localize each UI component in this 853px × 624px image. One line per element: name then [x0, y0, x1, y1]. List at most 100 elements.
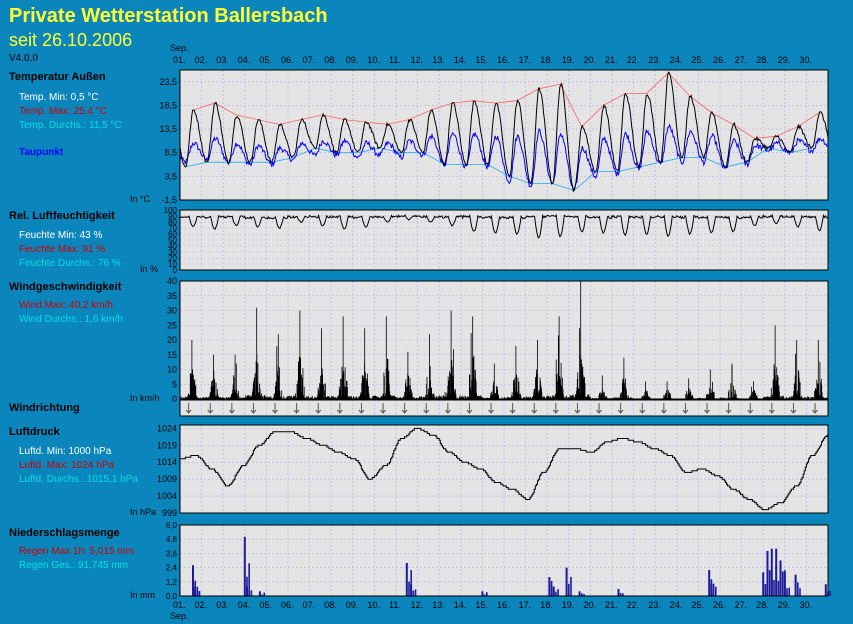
rain-y-tick-label: 2,4 [166, 564, 178, 573]
rain-bar [557, 589, 559, 596]
day-label-top: 02. [195, 55, 208, 65]
rain-bar [617, 588, 620, 596]
day-label-top: 17. [519, 55, 532, 65]
wind-y-tick-label: 10 [167, 365, 177, 375]
day-label-top: 07. [303, 55, 316, 65]
wind-avg-stat: Wind Durchs.: 1,6 km/h [19, 314, 123, 325]
day-label-bottom: 24. [670, 600, 683, 610]
wind-direction-arrow-icon [812, 403, 818, 414]
pressure-avg-stat: Luftd. Durchs.: 1015,1 hPa [19, 474, 138, 485]
rain-bar [196, 591, 199, 596]
pressure-min-stat: Luftd. Min: 1000 hPa [19, 446, 112, 457]
rain-bar [777, 580, 780, 596]
dewpoint-legend: Taupunkt [19, 147, 64, 158]
rain-bar [248, 590, 250, 596]
rain-bar [405, 562, 408, 596]
day-label-top: 16. [497, 55, 510, 65]
day-label-top: 29. [778, 55, 791, 65]
day-label-top: 30. [799, 55, 812, 65]
humidity-unit-label: In % [140, 264, 158, 274]
wind-direction-arrow-icon [380, 403, 386, 414]
temperature-y-tick-label: 13,5 [159, 124, 177, 134]
pressure-y-tick-label: 1014 [157, 457, 177, 467]
rain-bar [555, 591, 557, 596]
day-label-bottom: 14. [454, 600, 467, 610]
rain-bar [410, 584, 413, 596]
rain-y-tick-label: 1,2 [166, 578, 178, 587]
temperature-unit-label: In °C [130, 194, 151, 204]
wind-direction-arrow-icon [185, 403, 192, 414]
rain-bar [194, 586, 197, 596]
rain-bar [783, 572, 786, 596]
day-label-bottom: 25. [691, 600, 704, 610]
wind-y-tick-label: 15 [167, 350, 177, 360]
rain-section-title: Niederschlagsmenge [9, 527, 120, 539]
temperature-frame [179, 69, 829, 201]
wind-direction-arrow-icon [682, 403, 689, 414]
wind-direction-arrow-icon [207, 403, 214, 414]
wind-frame [179, 280, 829, 400]
day-label-top: 24. [670, 55, 683, 65]
pressure-y-tick-label: 1009 [157, 474, 177, 484]
pressure-y-tick-label: 999 [162, 508, 177, 518]
rain-bar [712, 590, 715, 596]
pressure-series [180, 427, 828, 511]
temperature-series [179, 71, 829, 193]
dewpoint-series [179, 123, 829, 191]
day-label-top: 26. [713, 55, 726, 65]
page-title: Private Wetterstation Ballersbach [9, 5, 328, 27]
rain-bar [250, 590, 253, 596]
rain-bar [410, 570, 412, 596]
temperature-section-title: Temperatur Außen [9, 71, 106, 83]
wind-direction-arrow-icon [574, 403, 581, 414]
temperature-panel: 23,5 18,5 13,5 8,5 3,5 -1,5 In °C [130, 69, 829, 205]
wind-direction-arrow-icon [639, 403, 646, 414]
day-label-bottom: 02. [195, 600, 208, 610]
rain-bar [483, 594, 486, 596]
wind-direction-arrow-icon [228, 403, 235, 414]
rain-bar [570, 576, 572, 596]
day-label-top: 03. [216, 55, 229, 65]
day-label-top: 20. [583, 55, 596, 65]
rain-bar [775, 548, 778, 596]
temperature-y-tick-label: 3,5 [164, 171, 177, 181]
day-label-bottom: 22. [627, 600, 640, 610]
day-label-bottom: 27. [735, 600, 748, 610]
wind-direction-arrow-icon [444, 403, 451, 414]
rain-bar [412, 590, 415, 596]
temperature-y-tick-label: 8,5 [164, 148, 177, 158]
wind-direction-arrow-icon [272, 403, 278, 414]
humidity-y-tick-label: 60 [168, 230, 177, 239]
wind-direction-arrow-icon [488, 403, 494, 414]
day-label-top: 13. [432, 55, 445, 65]
day-label-top: 22. [627, 55, 640, 65]
humidity-avg-stat: Feuchte Durchs.: 76 % [19, 258, 121, 269]
day-label-bottom: 13. [432, 600, 445, 610]
humidity-y-tick-label: 20 [168, 254, 177, 263]
wind-direction-arrow-icon [315, 403, 322, 414]
rain-bar [243, 536, 246, 596]
rain-unit-label: In mm [130, 590, 155, 600]
rain-bar [799, 588, 801, 596]
day-label-bottom: 06. [281, 600, 294, 610]
day-label-bottom: 11. [389, 600, 401, 610]
wind-y-tick-label: 40 [167, 276, 177, 286]
day-label-bottom: 09. [346, 600, 359, 610]
day-label-top: 15. [475, 55, 488, 65]
pressure-panel: 1024 1019 1014 1009 1004 999 In hPa [130, 423, 829, 518]
month-label-top: Sep. [170, 43, 189, 53]
day-label-bottom: 23. [648, 600, 661, 610]
rain-bar [583, 594, 585, 596]
day-label-top: 10. [367, 55, 380, 65]
wind-y-tick-label: 35 [167, 291, 177, 301]
rain-bar [550, 581, 553, 596]
wind-direction-arrow-icon [423, 403, 430, 414]
day-label-top: 19. [562, 55, 575, 65]
rain-bar [246, 586, 248, 596]
wind-direction-arrow-icon [358, 403, 365, 414]
rain-frame [179, 524, 829, 597]
wind-panel: 40 35 30 25 20 15 10 5 0 In km/h [130, 276, 829, 404]
day-label-bottom: 12. [411, 600, 424, 610]
